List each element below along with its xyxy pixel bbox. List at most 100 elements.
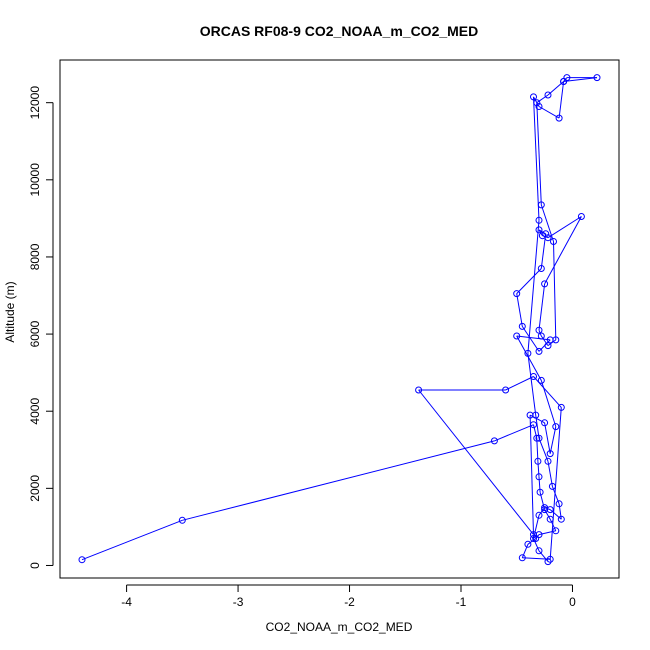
y-tick-label: 4000 bbox=[28, 398, 42, 425]
data-point bbox=[513, 332, 521, 340]
series-line-segment bbox=[527, 220, 540, 354]
data-point bbox=[577, 213, 585, 220]
x-tick-label: -4 bbox=[121, 595, 132, 609]
data-point bbox=[524, 540, 532, 548]
y-tick-label: 2000 bbox=[28, 475, 42, 502]
series-line-segment bbox=[558, 81, 565, 119]
data-point bbox=[530, 421, 537, 429]
data-point bbox=[555, 500, 563, 508]
data-point bbox=[518, 554, 526, 562]
series-line-segment bbox=[549, 426, 557, 454]
data-point bbox=[535, 511, 543, 519]
data-point bbox=[560, 78, 568, 85]
data-point bbox=[513, 290, 521, 298]
data-point bbox=[535, 216, 543, 224]
data-point bbox=[530, 373, 537, 380]
data-point bbox=[535, 226, 543, 234]
data-point bbox=[530, 535, 537, 542]
data-point bbox=[544, 234, 552, 242]
data-point bbox=[541, 280, 549, 288]
series-line-segment bbox=[81, 519, 183, 561]
series-line-segment bbox=[535, 415, 540, 439]
data-point bbox=[533, 434, 541, 442]
data-point bbox=[535, 103, 543, 110]
data-point bbox=[415, 386, 423, 394]
series-line-segment bbox=[505, 376, 534, 391]
chart-title: ORCAS RF08-9 CO2_NOAA_m_CO2_MED bbox=[200, 23, 479, 39]
series-line-segment bbox=[182, 440, 495, 521]
data-point bbox=[541, 419, 549, 427]
series-line-segment bbox=[538, 476, 541, 493]
data-point bbox=[557, 403, 565, 411]
data-point bbox=[534, 457, 542, 465]
data-point bbox=[546, 555, 554, 563]
series-line-segment bbox=[544, 422, 551, 454]
series-line-segment bbox=[553, 241, 557, 340]
y-tick-label: 10000 bbox=[28, 163, 42, 197]
data-point bbox=[535, 473, 543, 481]
data-point bbox=[541, 504, 549, 512]
data-point bbox=[552, 423, 560, 431]
data-point bbox=[502, 386, 510, 394]
series-line-segment bbox=[533, 424, 538, 439]
series-line-segment bbox=[549, 509, 562, 520]
data-point bbox=[544, 342, 552, 350]
series-line-segment bbox=[563, 77, 568, 82]
data-point bbox=[552, 527, 560, 535]
y-tick-label: 6000 bbox=[28, 320, 42, 347]
series-line-segment bbox=[516, 268, 542, 294]
series-line-segment bbox=[533, 515, 540, 539]
series-line-segment bbox=[533, 538, 540, 552]
series-line-segment bbox=[536, 102, 542, 205]
data-point bbox=[178, 516, 186, 524]
series-line-segment bbox=[533, 96, 540, 221]
series-line-segment bbox=[533, 96, 540, 107]
data-point bbox=[530, 531, 537, 539]
series-line-segment bbox=[540, 233, 547, 269]
data-point bbox=[535, 547, 543, 555]
data-point bbox=[532, 535, 540, 542]
series-line-segment bbox=[563, 77, 598, 82]
data-point bbox=[533, 99, 541, 107]
series-line-segment bbox=[540, 380, 557, 427]
series-line-segment bbox=[529, 415, 534, 535]
series-line-segment bbox=[538, 550, 549, 562]
series-line-segment bbox=[544, 509, 551, 520]
series-line-segment bbox=[527, 353, 537, 416]
data-lines bbox=[81, 77, 598, 562]
y-tick-label: 12000 bbox=[28, 86, 42, 120]
series-line-segment bbox=[544, 216, 582, 285]
data-point bbox=[536, 488, 544, 496]
data-point bbox=[548, 482, 556, 490]
series-line-segment bbox=[536, 94, 549, 104]
series-line-segment bbox=[538, 283, 546, 331]
x-tick-label: -2 bbox=[344, 595, 355, 609]
data-point bbox=[530, 93, 537, 101]
data-point bbox=[537, 332, 545, 340]
data-point bbox=[546, 450, 554, 458]
data-point bbox=[555, 114, 563, 122]
y-axis-label: Altitude (m) bbox=[3, 281, 17, 342]
data-point bbox=[544, 558, 552, 566]
series-line-segment bbox=[494, 424, 534, 442]
series-line-segment bbox=[516, 293, 523, 327]
series-line-segment bbox=[538, 106, 560, 119]
data-point bbox=[537, 376, 545, 384]
x-tick-label: -3 bbox=[233, 595, 244, 609]
data-point bbox=[557, 515, 565, 523]
data-point bbox=[535, 326, 543, 334]
data-point bbox=[537, 201, 545, 209]
y-tick-label: 0 bbox=[28, 562, 42, 569]
data-point bbox=[78, 556, 86, 564]
data-point bbox=[535, 347, 543, 355]
series-line-segment bbox=[540, 335, 549, 346]
data-point bbox=[544, 91, 552, 99]
data-point bbox=[490, 437, 498, 445]
data-point bbox=[552, 336, 560, 344]
series-line-segment bbox=[547, 461, 553, 487]
y-tick-label: 8000 bbox=[28, 243, 42, 270]
data-point bbox=[518, 322, 526, 330]
data-point bbox=[532, 411, 540, 419]
x-axis: -4 -3 -2 -1 0 bbox=[121, 584, 576, 609]
